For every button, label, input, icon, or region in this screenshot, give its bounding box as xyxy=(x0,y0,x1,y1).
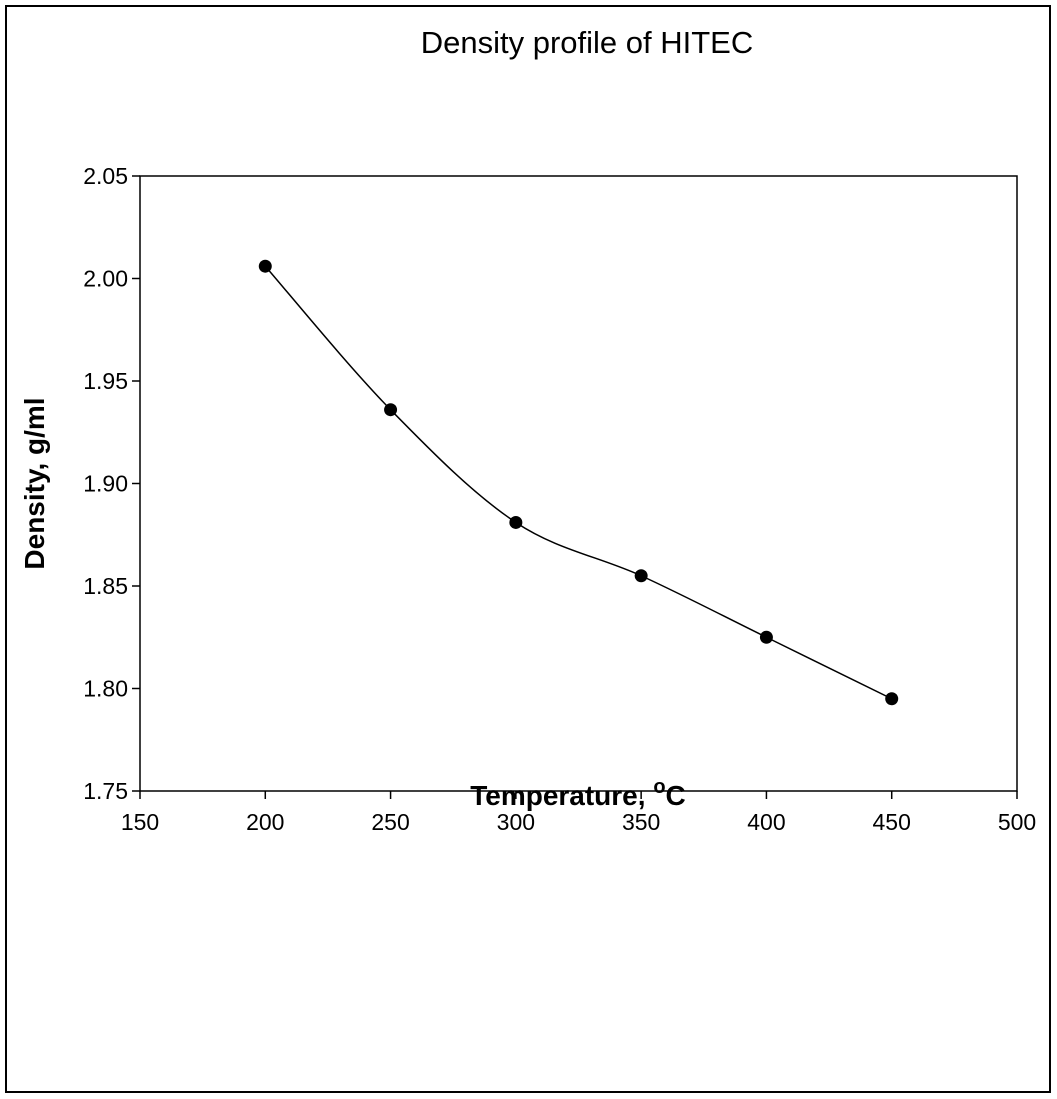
x-tick-label: 450 xyxy=(873,809,911,835)
data-point xyxy=(258,259,272,273)
data-point xyxy=(384,403,398,417)
plot-area: 150 200 250 300 350 400 450 500 1.75 1.80 1.85 1.90… xyxy=(83,163,1036,835)
data-point xyxy=(885,692,899,706)
x-tick-label: 400 xyxy=(747,809,785,835)
x-tick-label: 300 xyxy=(497,809,535,835)
series-line xyxy=(264,265,893,700)
x-tick-label: 500 xyxy=(998,809,1036,835)
x-tick-label: 200 xyxy=(246,809,284,835)
y-tick-label: 2.05 xyxy=(83,163,128,189)
x-tick-label: 350 xyxy=(622,809,660,835)
x-tick-label: 250 xyxy=(371,809,409,835)
x-axis-label: Temperature, oC xyxy=(470,776,686,811)
y-tick-label: 1.80 xyxy=(83,676,128,702)
y-tick-label: 1.75 xyxy=(83,778,128,804)
y-tick-label: 1.95 xyxy=(83,368,128,394)
data-point xyxy=(509,515,523,529)
chart-title: Density profile of HITEC xyxy=(421,25,754,60)
x-tick-label: 150 xyxy=(121,809,159,835)
x-axis-label-text: Temperature, xyxy=(470,780,653,811)
data-point xyxy=(634,569,648,583)
x-axis-label-degree: o xyxy=(653,776,665,798)
y-tick-label: 1.85 xyxy=(83,573,128,599)
data-point xyxy=(759,630,773,644)
chart-frame xyxy=(5,5,1051,1093)
y-tick-label: 1.90 xyxy=(83,471,128,497)
y-axis-label: Density, g/ml xyxy=(19,397,50,569)
y-tick-label: 2.00 xyxy=(83,266,128,292)
x-axis-label-unit: C xyxy=(666,780,686,811)
